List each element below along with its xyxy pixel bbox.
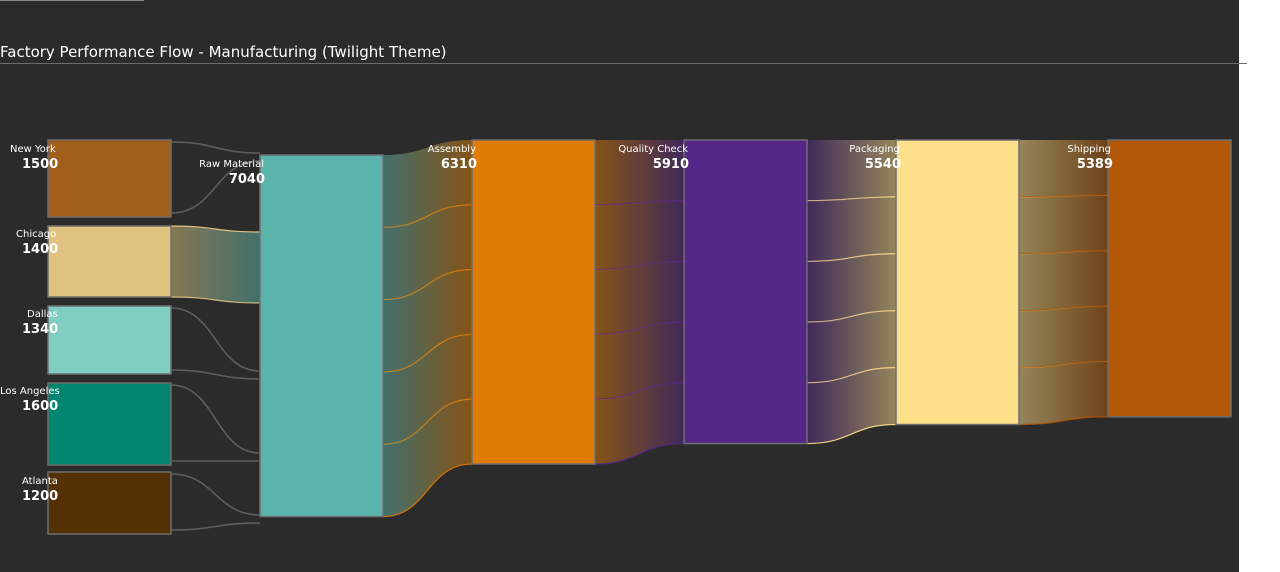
node-value-los-angeles: 1600 [22, 399, 58, 414]
node-label-new-york: New York [10, 144, 56, 155]
link-new_york-raw-material-wisp [170, 160, 261, 214]
link-assembly-quality_check [595, 261, 684, 335]
link-chicago-raw-material-edge [170, 296, 261, 304]
node-atlanta [47, 471, 172, 535]
link-packaging-shipping [1019, 195, 1108, 254]
node-value-shipping: 5389 [1077, 157, 1113, 172]
link-packaging-shipping [1019, 306, 1108, 368]
node-label-assembly: Assembly [428, 144, 476, 155]
nodes-layer [47, 139, 1232, 535]
link-dallas-raw-material-wisp [170, 369, 261, 380]
node-value-new-york: 1500 [22, 157, 58, 172]
chart-title: Factory Performance Flow - Manufacturing… [0, 43, 447, 61]
node-value-assembly: 6310 [441, 157, 477, 172]
labels-layer: New York 1500 Chicago 1400 Dallas 1340 Los Ang… [0, 144, 1113, 504]
node-label-raw-material: Raw Material [199, 159, 264, 170]
link-raw_material-assembly-edge [382, 463, 473, 518]
node-label-atlanta: Atlanta [22, 476, 58, 487]
link-assembly-quality_check [595, 382, 684, 465]
sankey-diagram: New York 1500 Chicago 1400 Dallas 1340 Los Ang… [0, 139, 1232, 535]
link-quality_check-packaging [807, 310, 896, 383]
link-quality_check-packaging-edge [806, 423, 897, 445]
link-los_angeles-raw-material-wisp [170, 384, 261, 454]
link-chicago-raw-material [171, 226, 260, 303]
node-value-chicago: 1400 [22, 242, 58, 257]
node-quality-check [683, 139, 808, 445]
node-dallas [47, 305, 172, 375]
node-label-los-angeles: Los Angeles [0, 386, 60, 397]
link-dallas-raw-material-wisp [170, 307, 261, 372]
link-raw_material-assembly [383, 334, 472, 445]
link-assembly-quality_check-edge [594, 442, 685, 465]
node-value-dallas: 1340 [22, 322, 58, 337]
node-assembly [471, 139, 596, 465]
node-label-chicago: Chicago [16, 229, 56, 240]
links-layer [170, 140, 1109, 531]
link-assembly-quality_check [595, 322, 684, 400]
chart-panel: Factory Performance Flow - Manufacturing… [0, 0, 1247, 572]
node-chicago [47, 225, 172, 298]
link-chicago-raw-material-top [170, 225, 261, 233]
node-packaging [895, 139, 1020, 426]
node-label-dallas: Dallas [27, 309, 58, 320]
link-assembly-quality_check [595, 140, 684, 205]
node-raw-material [259, 154, 384, 518]
node-new-york [47, 139, 172, 218]
link-packaging-shipping [1019, 140, 1108, 197]
link-quality_check-packaging [807, 367, 896, 444]
link-new_york-raw-material-wisp [170, 141, 261, 154]
link-quality_check-packaging [807, 196, 896, 262]
link-raw_material-assembly [383, 269, 472, 372]
link-packaging-shipping [1019, 361, 1108, 425]
link-packaging-shipping-edge [1018, 416, 1109, 426]
link-raw_material-assembly [383, 140, 472, 228]
node-label-quality-check: Quality Check [618, 144, 688, 155]
link-atlanta-raw-material-wisp [170, 473, 261, 516]
link-atlanta-raw-material-wisp [170, 522, 261, 531]
link-assembly-quality_check [595, 200, 684, 270]
node-label-packaging: Packaging [849, 144, 900, 155]
node-label-shipping: Shipping [1067, 144, 1111, 155]
node-value-packaging: 5540 [865, 157, 901, 172]
link-quality_check-packaging [807, 253, 896, 323]
panel-tab-indicator [0, 0, 144, 1]
title-divider [0, 63, 1247, 64]
node-value-quality-check: 5910 [653, 157, 689, 172]
link-packaging-shipping [1019, 250, 1108, 311]
link-quality_check-packaging [807, 140, 896, 201]
node-value-atlanta: 1200 [22, 489, 58, 504]
link-raw_material-assembly [383, 204, 472, 300]
node-value-raw-material: 7040 [229, 172, 265, 187]
node-shipping [1107, 139, 1232, 418]
node-los-angeles [47, 382, 172, 466]
link-raw_material-assembly [383, 399, 472, 517]
